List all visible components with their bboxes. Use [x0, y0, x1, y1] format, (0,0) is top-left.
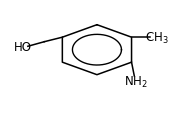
Text: HO: HO — [14, 41, 32, 54]
Text: NH$_2$: NH$_2$ — [124, 74, 148, 89]
Text: CH$_3$: CH$_3$ — [145, 30, 169, 45]
